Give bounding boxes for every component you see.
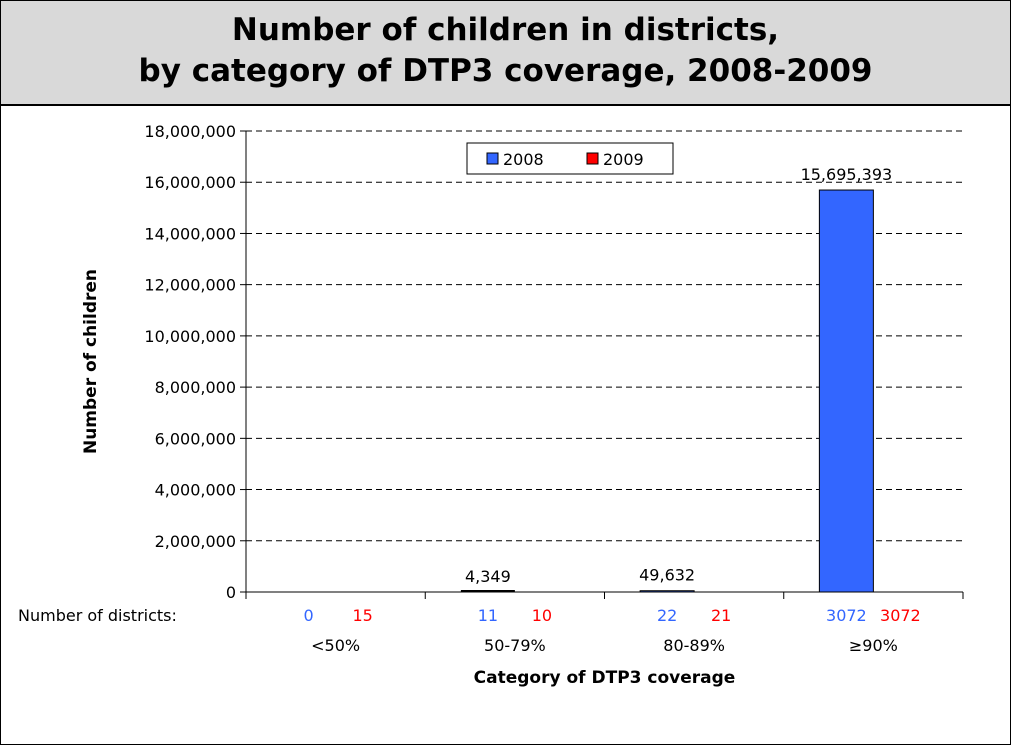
legend-label-2008: 2008 xyxy=(503,150,544,169)
y-tick-label: 0 xyxy=(226,583,236,602)
bar-2008 xyxy=(639,590,695,593)
y-tick-label: 12,000,000 xyxy=(144,276,236,295)
y-tick-label: 2,000,000 xyxy=(155,532,236,551)
bar-2008 xyxy=(460,590,515,592)
x-tick-label: 80-89% xyxy=(663,636,725,655)
data-label: 4,349 xyxy=(465,567,511,586)
y-tick-label: 10,000,000 xyxy=(144,327,236,346)
district-count-2008: 11 xyxy=(478,606,498,625)
districts-row-label: Number of districts: xyxy=(18,606,177,625)
x-tick-label: ≥90% xyxy=(849,636,898,655)
data-label: 15,695,393 xyxy=(801,165,893,184)
legend-swatch-2008 xyxy=(486,152,499,165)
district-count-2008: 0 xyxy=(304,606,314,625)
district-count-2009: 15 xyxy=(352,606,372,625)
y-tick-label: 4,000,000 xyxy=(155,481,236,500)
title-band: Number of children in districts, by cate… xyxy=(1,1,1010,106)
legend-swatch-2009 xyxy=(586,152,599,165)
district-count-2008: 3072 xyxy=(826,606,867,625)
y-tick-label: 16,000,000 xyxy=(144,173,236,192)
y-tick-label: 14,000,000 xyxy=(144,224,236,243)
district-count-2008: 22 xyxy=(657,606,677,625)
x-tick-label: <50% xyxy=(311,636,360,655)
district-count-2009: 3072 xyxy=(880,606,921,625)
y-tick-label: 18,000,000 xyxy=(144,122,236,141)
district-count-2009: 21 xyxy=(711,606,731,625)
y-axis-title: Number of children xyxy=(81,269,101,454)
district-count-2009: 10 xyxy=(532,606,552,625)
data-label: 49,632 xyxy=(639,566,695,585)
y-tick-label: 8,000,000 xyxy=(155,378,236,397)
legend-box xyxy=(466,142,674,175)
legend-label-2009: 2009 xyxy=(603,150,644,169)
bar-2008 xyxy=(818,189,874,593)
chart-title-line-1: Number of children in districts, xyxy=(231,12,780,48)
y-tick-label: 6,000,000 xyxy=(155,429,236,448)
x-axis-title: Category of DTP3 coverage xyxy=(474,668,736,688)
x-tick-label: 50-79% xyxy=(484,636,546,655)
chart-title-line-2: by category of DTP3 coverage, 2008-2009 xyxy=(138,53,873,89)
